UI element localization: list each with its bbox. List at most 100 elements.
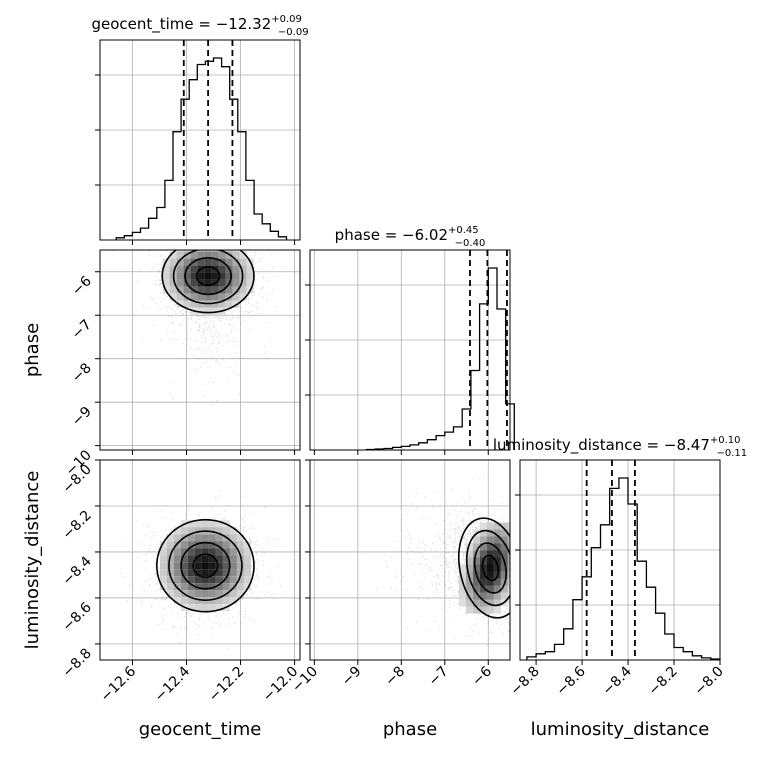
density-cell xyxy=(472,557,480,565)
density-cell xyxy=(232,272,240,280)
density-cell xyxy=(507,585,510,593)
density-cell xyxy=(493,592,501,600)
density-cell xyxy=(493,557,501,565)
density-cell xyxy=(208,576,216,584)
density-cell xyxy=(169,265,177,273)
density-cell xyxy=(515,530,522,537)
density-cell xyxy=(243,569,251,577)
density-cell xyxy=(159,583,167,591)
x-axis-label-luminosity-distance: luminosity_distance xyxy=(531,719,710,740)
density-cell xyxy=(229,597,237,605)
density-cell xyxy=(208,555,216,563)
density-cell xyxy=(201,569,209,577)
density-cell xyxy=(465,599,473,607)
density-cell xyxy=(493,599,501,607)
density-cell xyxy=(180,548,188,556)
density-cell xyxy=(215,597,223,605)
density-cell xyxy=(222,562,230,570)
density-cell xyxy=(197,272,205,280)
density-cell xyxy=(229,555,237,563)
density-cell xyxy=(458,599,466,607)
density-cell xyxy=(500,550,508,558)
density-cell xyxy=(201,576,209,584)
density-cell xyxy=(507,522,510,530)
density-cell xyxy=(183,258,191,266)
density-cell xyxy=(173,569,181,577)
density-cell xyxy=(173,562,181,570)
density-cell xyxy=(176,300,184,308)
axes-frame xyxy=(99,39,301,241)
density-cell xyxy=(246,279,254,287)
density-cell xyxy=(208,583,216,591)
density-cell xyxy=(212,238,219,245)
density-cell xyxy=(232,265,240,273)
density-cell xyxy=(472,543,480,551)
density-cell xyxy=(183,250,191,252)
density-cell xyxy=(162,279,170,287)
density-cell xyxy=(208,569,216,577)
density-cell xyxy=(486,585,494,593)
density-cell xyxy=(236,590,244,598)
density-cell xyxy=(211,272,219,280)
density-cell xyxy=(507,529,510,537)
density-cell xyxy=(198,238,205,245)
density-cell xyxy=(204,279,212,287)
x-tick-label: −8.0 xyxy=(691,664,726,699)
density-cell xyxy=(500,585,508,593)
density-cell xyxy=(215,583,223,591)
density-cell xyxy=(194,555,202,563)
density-cell xyxy=(166,590,174,598)
axes-frame xyxy=(99,459,301,661)
density-cell xyxy=(201,590,209,598)
density-cell xyxy=(515,565,522,572)
density-cell xyxy=(500,522,508,530)
density-cell xyxy=(208,548,216,556)
density-cell xyxy=(169,279,177,287)
density-cell xyxy=(218,293,226,301)
x-axis-label-phase: phase xyxy=(383,719,437,740)
density-cell xyxy=(169,258,177,266)
x-tick-label: −8.4 xyxy=(600,663,635,698)
density-cell xyxy=(222,555,230,563)
density-cell xyxy=(507,578,510,586)
density-cell xyxy=(493,550,501,558)
contour-line xyxy=(180,541,231,590)
density-cell xyxy=(183,272,191,280)
density-cell xyxy=(229,548,237,556)
density-cell xyxy=(176,293,184,301)
density-cell xyxy=(194,569,202,577)
density-cell xyxy=(159,548,167,556)
contour-line xyxy=(168,530,243,602)
density-cell xyxy=(197,258,205,266)
density-cell xyxy=(190,265,198,273)
contour-line xyxy=(172,250,244,305)
density-cell xyxy=(194,541,202,549)
density-cell xyxy=(187,541,195,549)
density-cell xyxy=(243,562,251,570)
density-cell xyxy=(187,590,195,598)
density-cell xyxy=(507,557,510,565)
density-cell xyxy=(229,562,237,570)
density-cell xyxy=(243,583,251,591)
density-cell xyxy=(197,300,205,308)
density-cell xyxy=(166,562,174,570)
density-cell xyxy=(218,300,226,308)
panel-luminosity-distance-vs-geocent-time: −12.6 −12.4 −12.2 −12.0−8.8−8.6−8.4−8.2−8.0 xyxy=(59,459,301,705)
density-cell xyxy=(465,543,473,551)
density-cell xyxy=(472,606,480,614)
density-cell xyxy=(204,265,212,273)
density-cell xyxy=(187,527,195,535)
density-cell xyxy=(486,606,494,614)
density-cell xyxy=(197,307,205,315)
density-cell xyxy=(215,590,223,598)
contour-line xyxy=(481,554,500,582)
density-cell xyxy=(458,592,466,600)
axes-frame xyxy=(99,249,301,451)
density-cell xyxy=(246,265,254,273)
y-tick-label: −8.2 xyxy=(59,507,94,542)
density-cell xyxy=(211,258,219,266)
density-cell xyxy=(208,604,216,612)
density-cell xyxy=(173,548,181,556)
density-cell xyxy=(465,557,473,565)
density-cell xyxy=(239,258,247,266)
